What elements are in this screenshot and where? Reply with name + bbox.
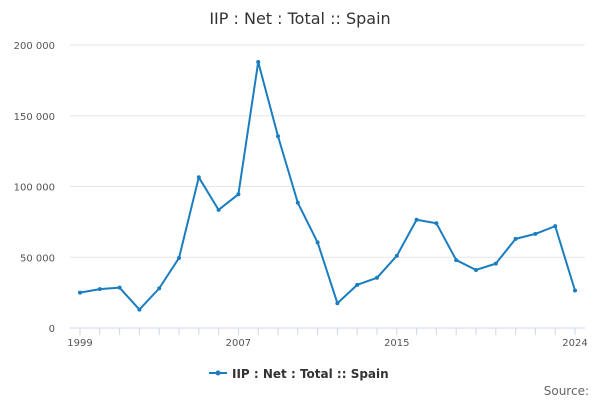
data-point[interactable] xyxy=(216,207,221,212)
data-point[interactable] xyxy=(78,290,82,295)
data-point[interactable] xyxy=(276,134,280,139)
series-line xyxy=(79,60,576,311)
x-tick-label: 1999 xyxy=(67,338,92,349)
data-point[interactable] xyxy=(474,267,478,272)
data-point[interactable] xyxy=(394,253,399,258)
x-tick-label: 2024 xyxy=(562,338,587,349)
data-point[interactable] xyxy=(553,224,558,229)
credits-source[interactable]: Source: xyxy=(544,384,589,398)
chart-title: IIP : Net : Total :: Spain xyxy=(209,9,390,28)
data-point[interactable] xyxy=(573,288,577,293)
data-point[interactable] xyxy=(315,240,320,245)
data-point[interactable] xyxy=(97,287,102,292)
legend-item-label[interactable]: IIP : Net : Total :: Spain xyxy=(232,367,389,381)
x-tick-label: 2007 xyxy=(226,338,251,349)
series-group xyxy=(78,59,577,312)
y-tick-label: 100 000 xyxy=(14,183,55,194)
data-point[interactable] xyxy=(295,200,300,205)
data-point[interactable] xyxy=(375,275,379,280)
x-tick-label: 2015 xyxy=(384,338,409,349)
data-point[interactable] xyxy=(454,258,459,263)
data-point[interactable] xyxy=(157,286,162,291)
data-point[interactable] xyxy=(236,192,241,197)
data-point[interactable] xyxy=(137,307,142,312)
data-point[interactable] xyxy=(177,255,181,260)
y-tick-label: 150 000 xyxy=(14,112,55,123)
y-axis: 0 50 000 100 000 150 000 200 000 xyxy=(14,41,55,335)
legend[interactable]: IIP : Net : Total :: Spain xyxy=(209,367,389,381)
data-point[interactable] xyxy=(493,261,498,266)
x-axis: 1999 2007 2015 2024 xyxy=(67,327,588,349)
data-point[interactable] xyxy=(355,282,360,287)
legend-marker-symbol xyxy=(215,370,221,376)
data-point[interactable] xyxy=(335,301,340,306)
data-point[interactable] xyxy=(256,59,261,64)
grid-lines xyxy=(70,44,585,258)
y-tick-label: 0 xyxy=(49,324,55,335)
data-point[interactable] xyxy=(196,175,201,180)
data-point[interactable] xyxy=(533,231,538,236)
data-point[interactable] xyxy=(117,285,122,290)
data-point[interactable] xyxy=(414,217,419,222)
data-point[interactable] xyxy=(513,236,518,241)
data-point[interactable] xyxy=(434,221,439,226)
y-tick-label: 200 000 xyxy=(14,41,55,52)
y-tick-label: 50 000 xyxy=(20,253,55,264)
